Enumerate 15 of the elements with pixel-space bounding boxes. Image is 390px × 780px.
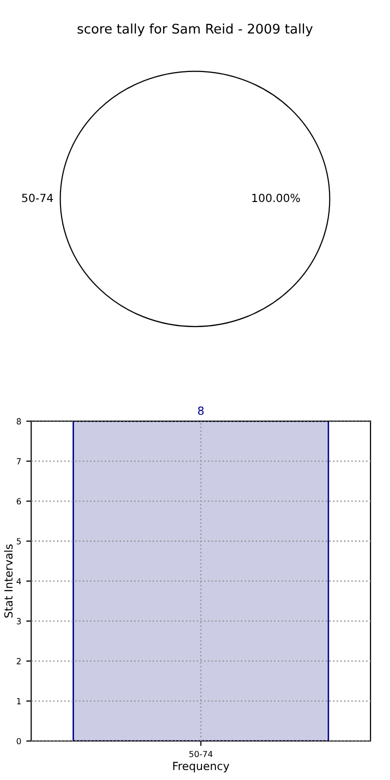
y-axis-title: Stat Intervals — [4, 544, 13, 618]
y-tick-label: 3 — [16, 618, 21, 624]
y-tick-label: 6 — [16, 498, 21, 504]
slice-label: 50-74 — [22, 194, 53, 202]
data-label: 8 — [198, 406, 204, 415]
chart-title: score tally for Sam Reid - 2009 tally — [78, 23, 313, 36]
data-label: 100.00% — [252, 194, 300, 202]
y-tick-label: 8 — [16, 418, 21, 424]
y-tick-label: 5 — [16, 538, 21, 544]
y-tick-label: 7 — [16, 458, 21, 464]
y-tick-label: 0 — [16, 738, 21, 744]
y-tick-label: 4 — [16, 578, 22, 584]
y-tick-label: 2 — [16, 658, 21, 664]
x-axis-title: Frequency — [173, 762, 230, 772]
y-tick-label: 1 — [17, 698, 21, 704]
